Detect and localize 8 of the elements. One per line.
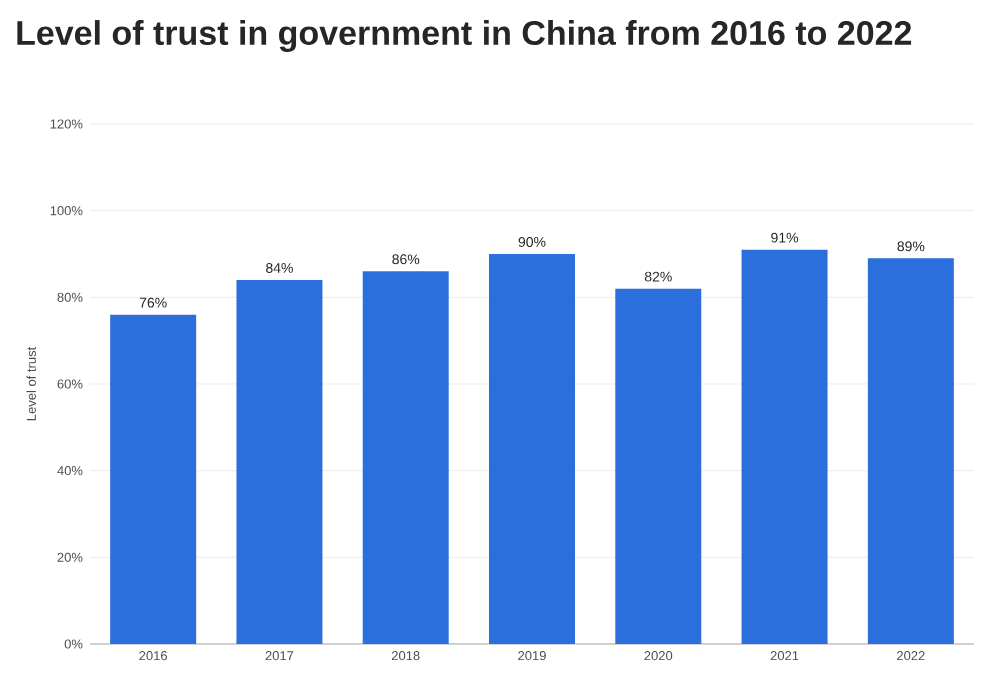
bar xyxy=(362,271,449,644)
bar xyxy=(236,279,323,644)
bar xyxy=(867,258,954,644)
bar xyxy=(489,253,575,644)
bar xyxy=(741,249,828,644)
bar xyxy=(615,288,702,644)
chart-title: Level of trust in government in China from 2016 to 2022 xyxy=(17,20,912,52)
bar xyxy=(110,314,197,644)
